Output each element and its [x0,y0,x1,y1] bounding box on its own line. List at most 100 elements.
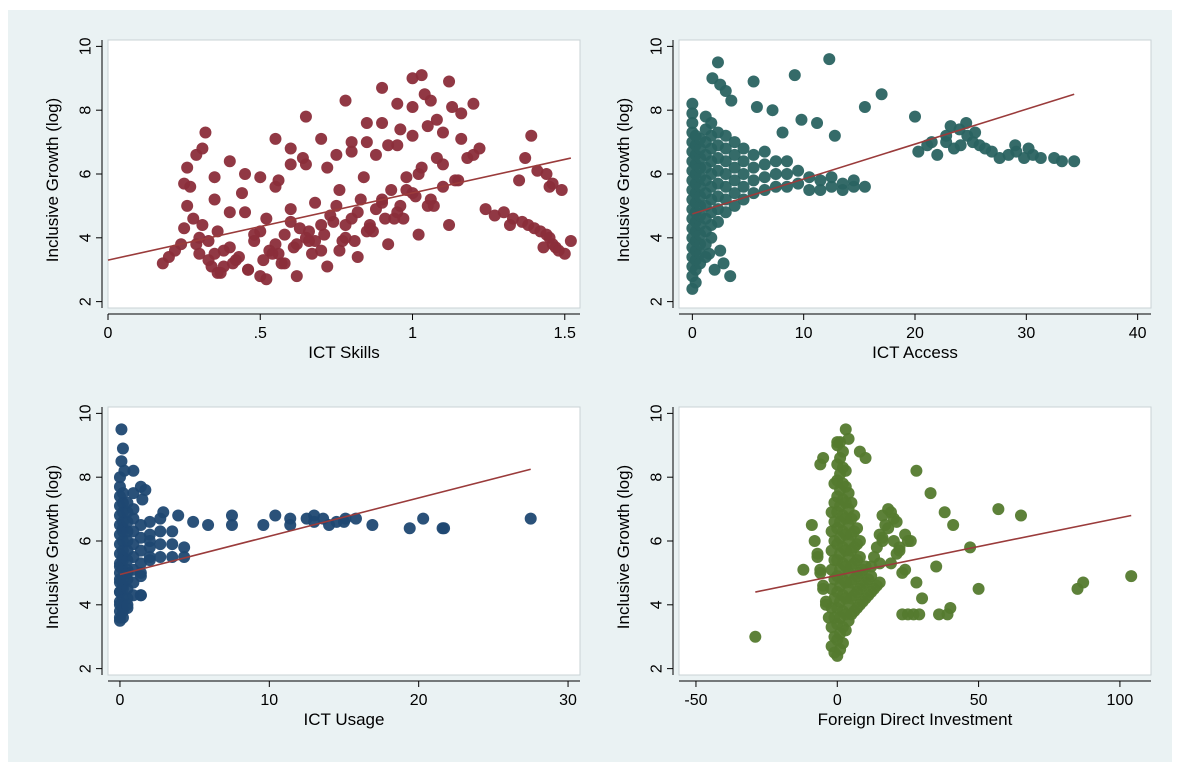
scatter-point [758,158,771,171]
scatter-point [537,241,550,254]
fitted-line [755,514,1132,593]
scatter-point [181,199,194,212]
x-tick-label: 20 [410,692,428,709]
scatter-point [708,263,721,276]
scatter-point [749,630,762,643]
y-tick-label: 6 [78,169,95,178]
scatter-point [947,519,960,532]
scatter-point [706,72,719,85]
scatter-point [360,136,373,149]
scatter-point [737,180,750,193]
scatter-point [842,432,855,445]
scatter-point [1022,142,1035,155]
scatter-point [143,515,156,528]
scatter-point [836,637,849,650]
scatter-point [208,193,221,206]
x-axis-label: Foreign Direct Investment [818,710,1013,729]
scatter-point [839,464,852,477]
scatter-point [193,247,206,260]
scatter-point [747,148,760,161]
scatter-point [540,168,553,180]
scatter-point [181,161,194,174]
scatter-point [705,116,718,129]
scatter-point [269,180,282,193]
scatter-point [825,171,838,184]
scatter-point [865,560,878,573]
scatter-point [366,519,379,532]
x-tick-label: 0 [104,325,113,342]
scatter-point [803,183,816,196]
y-tick-label: 2 [649,664,666,673]
scatter-point [737,142,750,155]
scatter-point [1055,155,1068,168]
scatter-point [187,515,200,528]
scatter-point [394,123,407,136]
scatter-point [853,550,866,563]
scatter-point [817,579,830,592]
scatter-point [859,452,872,465]
y-axis-label: Inclusive Growth (log) [614,98,633,262]
scatter-point [876,535,889,547]
x-tick-label: 20 [906,325,924,342]
scatter-point [193,231,206,244]
scatter-point [686,97,699,110]
scatter-point [938,506,951,519]
scatter-point [376,116,389,129]
scatter-point [116,442,129,455]
scatter-point [769,168,782,180]
scatter-point [913,608,926,621]
scatter-point [714,244,727,257]
scatter-point [992,503,1005,516]
scatter-points [686,53,1081,295]
fitted-line [107,157,572,261]
scatter-point [339,94,352,107]
scatter-point [287,241,300,254]
scatter-point [725,94,738,107]
scatter-point [795,113,808,126]
scatter-point [808,535,821,547]
scatter-point [703,247,716,260]
scatter-point [178,177,191,190]
y-tick-label: 8 [649,473,666,482]
scatter-point [853,535,866,547]
scatter-point [391,139,404,152]
scatter-point [455,107,468,120]
scatter-point [711,215,724,228]
scatter-point [890,515,903,528]
scatter-point [118,464,131,477]
scatter-point [831,436,844,449]
scatter-point [882,522,895,535]
x-tick-label: 0 [833,692,842,709]
scatter-point [376,81,389,94]
x-axis-label: ICT Skills [308,343,379,362]
scatter-point [154,550,167,563]
scatter-point [127,503,140,516]
scatter-point [299,158,312,171]
scatter-point [242,263,255,276]
scatter-point [127,464,140,477]
x-tick-label: -50 [684,692,707,709]
scatter-point [421,120,434,133]
scatter-point [689,276,702,289]
scatter-point [531,164,544,177]
scatter-point [336,235,349,247]
scatter-point [839,423,852,436]
scatter-point [321,161,334,174]
scatter-point [728,148,741,161]
scatter-point [822,611,835,624]
scatter-point [467,97,480,110]
scatter-point [211,266,224,279]
scatter-point [884,506,897,519]
x-tick-label: 100 [1107,692,1134,709]
scatter-point [747,174,760,187]
scatter-points [749,423,1138,662]
scatter-point [519,152,532,165]
scatter-point [819,595,832,608]
scatter-point [828,129,841,142]
scatter-point [1014,509,1027,522]
scatter-point [910,464,923,477]
scatter-point [719,206,732,219]
scatter-point [758,145,771,158]
scatter-point [969,126,982,139]
